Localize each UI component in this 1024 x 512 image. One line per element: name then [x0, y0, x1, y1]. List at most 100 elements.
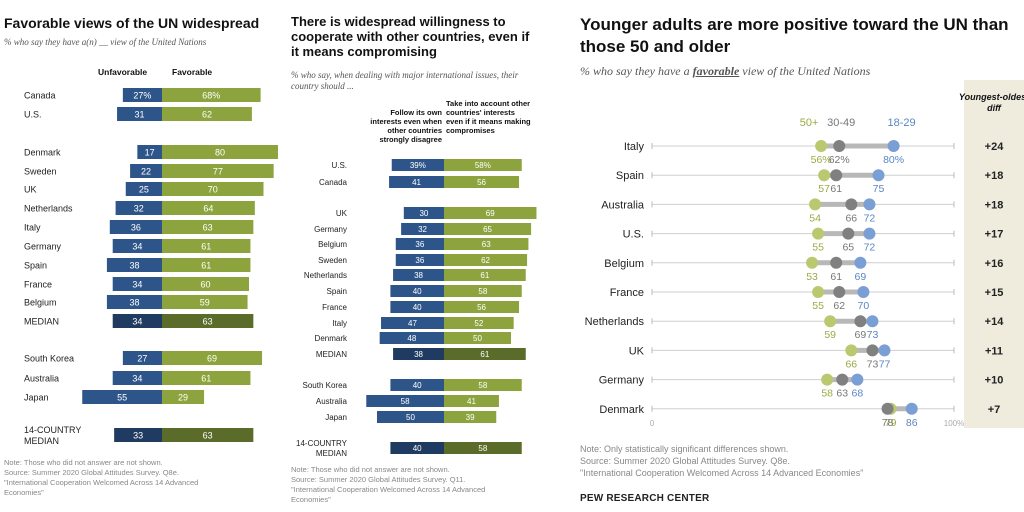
- compromise-bar: [444, 223, 532, 235]
- country-label: Canada: [24, 91, 56, 101]
- own-interests-value: 39%: [410, 161, 426, 170]
- compromise-value: 58: [478, 381, 487, 390]
- compromise-value: 58%: [475, 161, 491, 170]
- value-18-29: 86: [906, 417, 918, 429]
- diff-value: +11: [985, 345, 1003, 357]
- own-interests-bar: [395, 254, 444, 266]
- country-label: Australia: [316, 397, 348, 406]
- favorable-value: 77: [213, 167, 223, 177]
- dot-50-plus: [821, 373, 834, 386]
- compromise-value: 63: [482, 240, 491, 249]
- dot-30-49: [854, 315, 867, 328]
- value-18-29: 68: [852, 388, 864, 400]
- diff-value: +24: [985, 141, 1005, 153]
- favorable-bar: [162, 314, 254, 328]
- country-label: 14-COUNTRY MEDIAN: [296, 439, 348, 458]
- country-label: Sweden: [318, 256, 347, 265]
- dot-18-29: [851, 373, 864, 386]
- dot-30-49: [866, 344, 879, 357]
- unfavorable-bar: [112, 277, 162, 291]
- favorable-value: 60: [200, 280, 210, 290]
- dot-50-plus: [815, 140, 828, 152]
- unfavorable-bar: [112, 239, 162, 253]
- value-18-29: 77: [879, 358, 891, 370]
- favorable-bar: [162, 428, 254, 442]
- value-30-49: 61: [830, 183, 842, 195]
- own-interests-bar: [395, 238, 444, 250]
- unfavorable-value: 55: [117, 393, 127, 403]
- unfavorable-bar: [106, 295, 162, 309]
- own-interests-bar: [393, 348, 444, 360]
- favorable-bar: [162, 351, 263, 365]
- dot-18-29: [872, 169, 885, 182]
- country-label: UK: [336, 209, 348, 218]
- unfavorable-value: 27%: [133, 91, 151, 101]
- country-label: Canada: [319, 178, 348, 187]
- dot-18-29: [887, 140, 900, 152]
- value-30-49: 66: [845, 212, 857, 224]
- favorable-bar: [162, 258, 251, 272]
- panel3-note: Note: Only statistically significant dif…: [580, 444, 864, 478]
- favorable-value: 62: [202, 110, 212, 120]
- compromise-bar: [444, 348, 526, 360]
- own-interests-bar: [381, 317, 444, 329]
- compromise-bar: [444, 269, 526, 281]
- country-label: Spain: [616, 170, 644, 182]
- value-50-plus: 57: [818, 183, 830, 195]
- dot-50-plus: [812, 227, 825, 240]
- country-label: U.S.: [331, 161, 347, 170]
- own-interests-value: 30: [419, 209, 428, 218]
- favorable-value: 61: [201, 261, 211, 271]
- country-label: Italy: [624, 141, 645, 153]
- diff-value: +15: [985, 287, 1004, 299]
- value-50-plus: 55: [812, 300, 824, 312]
- panel2-title: There is widespread willingness to coope…: [291, 14, 530, 59]
- favorable-value: 63: [203, 317, 213, 327]
- own-interests-value: 50: [406, 413, 415, 422]
- value-50-plus: 58: [821, 388, 833, 400]
- unfavorable-bar: [106, 258, 162, 272]
- unfavorable-value: 34: [132, 374, 142, 384]
- dot-30-49: [830, 169, 843, 182]
- unfavorable-bar: [122, 351, 162, 365]
- unfavorable-bar: [109, 220, 162, 234]
- legend-18-29: 18-29: [888, 117, 916, 129]
- own-interests-value: 58: [401, 397, 410, 406]
- dot-18-29: [878, 344, 891, 357]
- diff-header-line1: Youngest-oldest: [959, 92, 1024, 102]
- compromise-value: 56: [477, 303, 486, 312]
- dot-18-29: [905, 402, 918, 415]
- compromise-bar: [444, 301, 520, 313]
- dot-18-29: [863, 198, 876, 211]
- country-label: Belgium: [24, 298, 57, 308]
- panel2-chart: 39% 58% U.S. 41 56 Canada 30 69 UK 32 65 Germany 36 6…: [296, 159, 537, 458]
- favorable-value: 29: [178, 393, 188, 403]
- diff-value: +14: [985, 316, 1005, 328]
- value-30-49: 62: [833, 300, 845, 312]
- unfavorable-value: 38: [129, 298, 139, 308]
- favorable-value: 63: [203, 223, 213, 233]
- favorable-value: 63: [203, 431, 213, 441]
- value-30-49: 62%: [829, 154, 850, 166]
- country-label: Denmark: [599, 404, 644, 416]
- favorable-bar: [162, 371, 251, 385]
- own-interests-value: 36: [415, 256, 424, 265]
- unfavorable-value: 38: [129, 261, 139, 271]
- country-label: U.S.: [24, 110, 42, 120]
- value-18-29: 72: [864, 242, 876, 254]
- compromise-value: 62: [481, 256, 490, 265]
- dot-50-plus: [845, 344, 858, 357]
- favorable-value: 59: [200, 298, 210, 308]
- own-interests-bar: [391, 159, 444, 171]
- country-label: Denmark: [24, 148, 61, 158]
- own-interests-bar: [393, 269, 444, 281]
- country-label: Netherlands: [304, 271, 347, 280]
- compromise-bar: [444, 442, 522, 454]
- panel2-subtitle: % who say, when dealing with major inter…: [291, 70, 519, 91]
- x-tick-0: 0: [650, 419, 655, 428]
- value-30-49: 65: [842, 242, 854, 254]
- compromise-bar: [444, 317, 514, 329]
- value-30-49: 61: [830, 271, 842, 283]
- value-50-plus: 53: [806, 271, 818, 283]
- own-interests-value: 41: [412, 178, 421, 187]
